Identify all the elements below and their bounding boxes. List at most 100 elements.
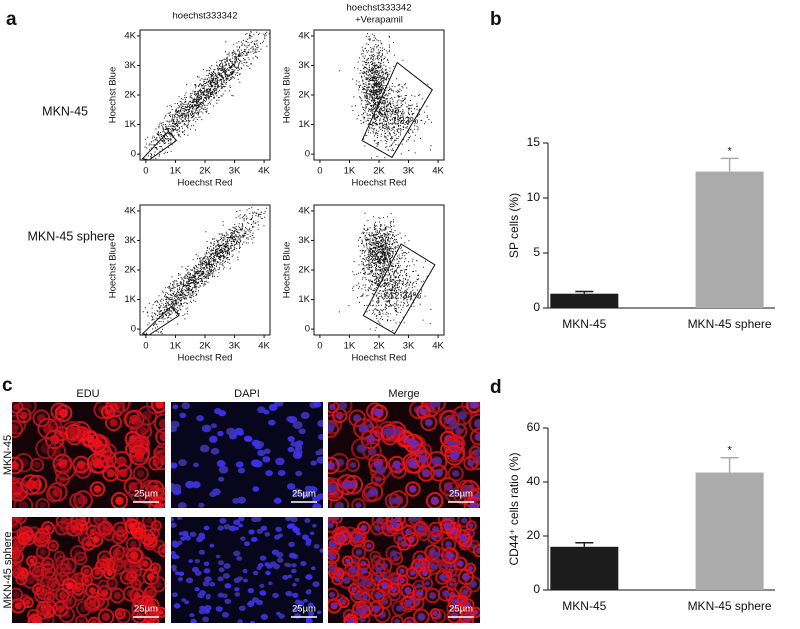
nucleus — [250, 536, 258, 543]
nucleus — [263, 409, 270, 415]
event-cloud — [338, 212, 432, 331]
nucleus — [474, 419, 480, 428]
cell-red — [463, 455, 479, 471]
nucleus — [171, 592, 179, 598]
nucleus — [469, 523, 474, 528]
nucleus — [181, 598, 187, 602]
cell-red — [445, 579, 457, 591]
cell-red-core — [94, 570, 101, 576]
nucleus — [217, 525, 224, 531]
cell-red — [145, 585, 157, 598]
nucleus — [204, 605, 212, 611]
nucleus — [217, 560, 225, 566]
nucleus — [181, 402, 191, 410]
nucleus — [417, 525, 425, 531]
nucleus — [218, 465, 229, 474]
cell-red-core — [12, 591, 20, 599]
nucleus — [233, 550, 241, 557]
nucleus — [181, 530, 189, 537]
nucleus — [328, 522, 334, 528]
nucleus — [178, 459, 187, 467]
cell-red — [463, 496, 480, 508]
nucleus — [362, 593, 368, 599]
nucleus — [194, 587, 200, 592]
cell-red-core — [99, 562, 106, 569]
nucleus — [366, 543, 372, 548]
nucleus — [293, 605, 301, 612]
cell-red — [102, 464, 120, 482]
gate — [362, 243, 436, 335]
nucleus — [243, 578, 248, 583]
cell-red-core — [146, 573, 155, 581]
nucleus — [342, 577, 351, 584]
cell-red — [12, 402, 24, 414]
significance: * — [727, 145, 732, 157]
cell-red — [77, 532, 91, 546]
cell-red-core — [33, 461, 41, 469]
nucleus — [277, 469, 286, 477]
cell-red — [387, 582, 401, 596]
bar — [550, 546, 619, 590]
nucleus — [347, 618, 354, 623]
cell-red — [112, 546, 130, 564]
cell-red — [446, 608, 463, 623]
scale-bar-label: 25µm — [449, 604, 473, 615]
nucleus — [208, 435, 218, 443]
cell-red — [105, 402, 125, 418]
x-tick-label: 3K — [403, 341, 415, 352]
cell-red — [441, 547, 458, 564]
cell-red — [12, 587, 24, 602]
cell-red — [443, 436, 459, 452]
nucleus — [171, 462, 178, 469]
cell-red — [435, 570, 450, 585]
cell-red — [442, 517, 460, 528]
nucleus — [233, 519, 241, 526]
x-tick-label: 4K — [258, 341, 270, 352]
nucleus — [259, 583, 265, 588]
nucleus — [288, 416, 298, 424]
cell-red-core — [142, 410, 153, 421]
nucleus — [275, 402, 284, 407]
nucleus — [171, 522, 177, 528]
nucleus — [328, 592, 336, 598]
nucleus — [199, 444, 210, 453]
cell-red — [329, 495, 350, 508]
nucleus — [319, 548, 323, 553]
scale-bar-label: 25µm — [449, 489, 473, 500]
cell-red — [131, 608, 148, 623]
cell-red — [93, 523, 109, 539]
x-tick-label: 3K — [229, 166, 241, 177]
nucleus — [329, 404, 336, 410]
cell-red — [32, 531, 49, 548]
cell-red — [409, 523, 425, 539]
cell-red — [155, 606, 165, 618]
nucleus — [237, 619, 243, 623]
nucleus — [404, 587, 412, 594]
nucleus — [259, 590, 267, 596]
cell-red — [125, 547, 143, 564]
cell-red-core — [22, 402, 32, 411]
cell-red — [420, 414, 438, 432]
nucleus — [328, 553, 336, 560]
cell-red-core — [62, 610, 71, 619]
x-tick-label: 1K — [344, 341, 356, 352]
cell-red — [420, 402, 441, 418]
x-tick-label: 2K — [373, 166, 385, 177]
nucleus — [355, 502, 362, 508]
cell-red — [139, 529, 156, 546]
nucleus — [429, 563, 438, 570]
nucleus — [204, 576, 212, 583]
cell-red — [351, 498, 366, 508]
cell-red-core — [100, 582, 107, 589]
cell-red — [150, 402, 165, 414]
nucleus — [408, 439, 418, 447]
cell-red-core — [44, 524, 52, 532]
nucleus — [449, 582, 454, 587]
nucleus — [375, 567, 382, 573]
cell-red — [12, 517, 23, 533]
nucleus — [219, 517, 227, 524]
cell-red — [464, 562, 477, 575]
nucleus — [184, 600, 190, 605]
cell-red — [114, 464, 133, 482]
nucleus — [313, 544, 320, 549]
